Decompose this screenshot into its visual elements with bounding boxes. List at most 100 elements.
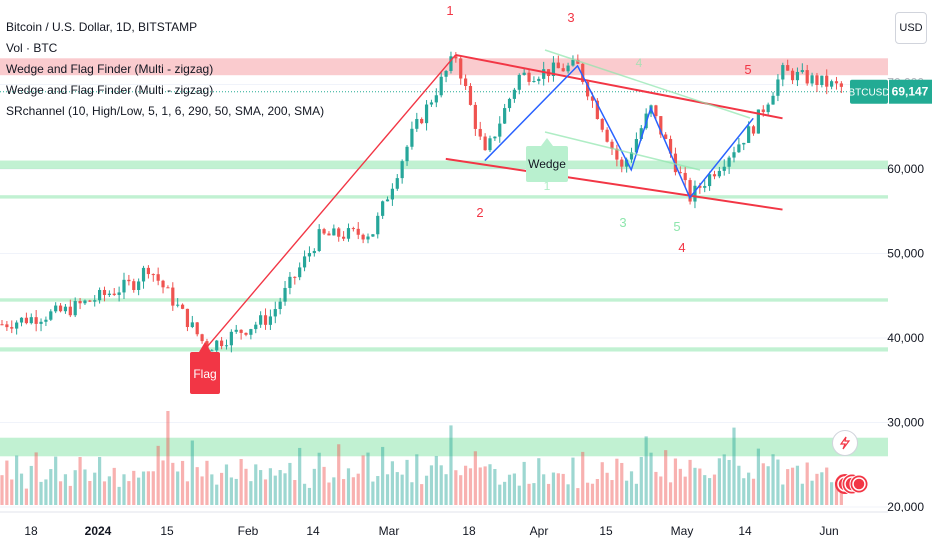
volume-bar bbox=[668, 482, 673, 505]
lightning-icon[interactable] bbox=[832, 430, 858, 456]
candle bbox=[215, 339, 219, 354]
sr-zone bbox=[0, 160, 888, 169]
volume-bar bbox=[298, 447, 302, 505]
legend-indicator-srchannel[interactable]: SRchannel (10, High/Low, 5, 1, 6, 290, 5… bbox=[6, 104, 325, 118]
volume-bar bbox=[600, 462, 604, 505]
volume-bar bbox=[659, 476, 663, 505]
pivot-label-5-top: 5 bbox=[744, 62, 751, 77]
time-tick-label: Feb bbox=[238, 524, 259, 538]
volume-bar bbox=[210, 474, 214, 505]
candle bbox=[293, 276, 297, 285]
wedge-lower-line bbox=[445, 157, 783, 211]
legend-indicator-wedge-1[interactable]: Wedge and Flag Finder (Multi - zigzag) bbox=[6, 62, 214, 76]
candle-body bbox=[620, 159, 624, 167]
volume-bar bbox=[527, 483, 531, 505]
candle bbox=[93, 295, 97, 307]
volume-bar bbox=[644, 436, 648, 505]
candle-body bbox=[795, 71, 800, 81]
volume-bar bbox=[132, 470, 136, 505]
candle bbox=[708, 171, 712, 191]
candle bbox=[171, 282, 175, 311]
volume-bar bbox=[464, 465, 468, 505]
candle bbox=[356, 222, 360, 240]
candle-body bbox=[834, 81, 839, 84]
candle-body bbox=[332, 228, 336, 236]
volume-bar bbox=[195, 467, 199, 505]
candle-body bbox=[556, 62, 560, 69]
candle-body bbox=[283, 287, 287, 302]
candle bbox=[137, 278, 141, 296]
candle-body bbox=[786, 65, 790, 71]
volume-bar bbox=[507, 474, 512, 505]
volume-bar bbox=[415, 454, 419, 505]
candle bbox=[512, 87, 516, 103]
candle bbox=[371, 234, 375, 237]
volume-bar bbox=[146, 471, 150, 505]
candle-body bbox=[712, 174, 717, 177]
candle bbox=[629, 147, 634, 163]
volume-bar bbox=[180, 460, 185, 505]
candle-body bbox=[766, 104, 770, 113]
candle-body bbox=[180, 304, 185, 309]
coins-icon[interactable] bbox=[833, 469, 869, 499]
legend-indicator-volume[interactable]: Vol · BTC bbox=[6, 41, 58, 55]
volume-bar bbox=[688, 459, 692, 505]
candle bbox=[786, 59, 790, 71]
candle-body bbox=[747, 126, 751, 143]
volume-bar bbox=[493, 468, 497, 505]
time-tick-label: 2024 bbox=[85, 524, 112, 538]
candle bbox=[166, 285, 170, 289]
candle-body bbox=[820, 75, 824, 85]
volume-bar bbox=[405, 459, 409, 505]
candle bbox=[24, 312, 28, 325]
candle-body bbox=[605, 129, 609, 142]
volume-bar bbox=[190, 440, 194, 505]
candle-body bbox=[600, 119, 604, 130]
candle-body bbox=[112, 293, 116, 295]
candle-body bbox=[190, 322, 194, 328]
candle-body bbox=[302, 256, 307, 268]
volume-bar bbox=[34, 452, 38, 505]
candle bbox=[532, 76, 536, 83]
candle-body bbox=[54, 305, 58, 312]
candle-body bbox=[449, 56, 453, 71]
candle bbox=[483, 133, 487, 151]
volume-bar bbox=[561, 473, 565, 505]
candle bbox=[239, 329, 243, 340]
time-axis[interactable]: 18 2024 15 Feb 14 Mar 18 Apr 15 May 14 Jun bbox=[0, 511, 932, 550]
volume-bar bbox=[39, 481, 43, 505]
candle bbox=[493, 136, 497, 141]
volume-bar bbox=[88, 480, 92, 505]
time-tick-label: Apr bbox=[530, 524, 549, 538]
symbol-title[interactable]: Bitcoin / U.S. Dollar, 1D, BITSTAMP bbox=[6, 20, 198, 34]
candle bbox=[254, 321, 258, 334]
candle bbox=[195, 321, 199, 337]
candle-body bbox=[410, 128, 414, 147]
candle bbox=[473, 102, 477, 136]
candle-body bbox=[532, 81, 536, 83]
pivot-label-4-bottom: 4 bbox=[678, 240, 685, 255]
candle-body bbox=[454, 56, 458, 59]
candle-body bbox=[161, 280, 165, 288]
candle-body bbox=[493, 136, 497, 139]
candle bbox=[381, 200, 385, 219]
candle bbox=[464, 74, 468, 91]
volume-bar bbox=[254, 464, 258, 505]
candle-body bbox=[561, 68, 565, 72]
volume-bar bbox=[488, 464, 492, 505]
candle-body bbox=[19, 317, 24, 323]
currency-button[interactable]: USD bbox=[895, 12, 927, 44]
candle-body bbox=[439, 76, 443, 96]
price-tag bbox=[889, 79, 932, 104]
volume-bar bbox=[678, 468, 682, 505]
price-axis[interactable]: 20,00030,00040,00050,00060,00070,000BTCU… bbox=[848, 0, 932, 550]
candle bbox=[351, 226, 355, 232]
candle-body bbox=[317, 229, 321, 251]
candle bbox=[605, 127, 609, 143]
volume-bar bbox=[834, 482, 839, 505]
candle bbox=[146, 265, 150, 279]
legend-indicator-wedge-2[interactable]: Wedge and Flag Finder (Multi - zigzag) bbox=[6, 83, 214, 97]
time-tick-label: May bbox=[671, 524, 694, 538]
candle-body bbox=[293, 276, 297, 278]
